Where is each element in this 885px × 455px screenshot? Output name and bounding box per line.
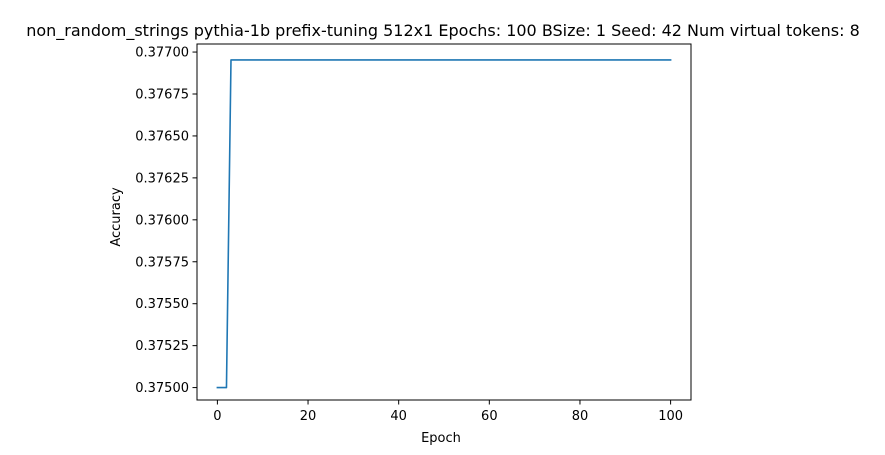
x-tick-label: 40 (390, 409, 407, 424)
y-tick-label: 0.37650 (135, 129, 189, 144)
y-tick-label: 0.37525 (135, 339, 189, 354)
series-line-0 (216, 59, 672, 389)
x-tick-label: 20 (300, 409, 317, 424)
plot-frame (196, 43, 692, 401)
y-tick-label: 0.37575 (135, 255, 189, 270)
x-axis-label: Epoch (421, 431, 461, 446)
y-tick-label: 0.37600 (135, 213, 189, 228)
y-tick-label: 0.37675 (135, 87, 189, 102)
y-tick-label: 0.37550 (135, 297, 189, 312)
plot-area: 0 20 40 60 80 100 0.37500 0.37525 0.37550 0.37575… (135, 43, 692, 424)
y-axis-label: Accuracy (109, 187, 124, 247)
chart-title: non_random_strings pythia-1b prefix-tuni… (26, 21, 860, 41)
x-tick-label: 100 (658, 409, 683, 424)
y-tick-label: 0.37500 (135, 381, 189, 396)
x-tick-label: 80 (572, 409, 589, 424)
x-tick-label: 0 (213, 409, 221, 424)
y-tick-label: 0.37700 (135, 46, 189, 61)
x-tick-label: 60 (481, 409, 498, 424)
y-tick-label: 0.37625 (135, 171, 189, 186)
